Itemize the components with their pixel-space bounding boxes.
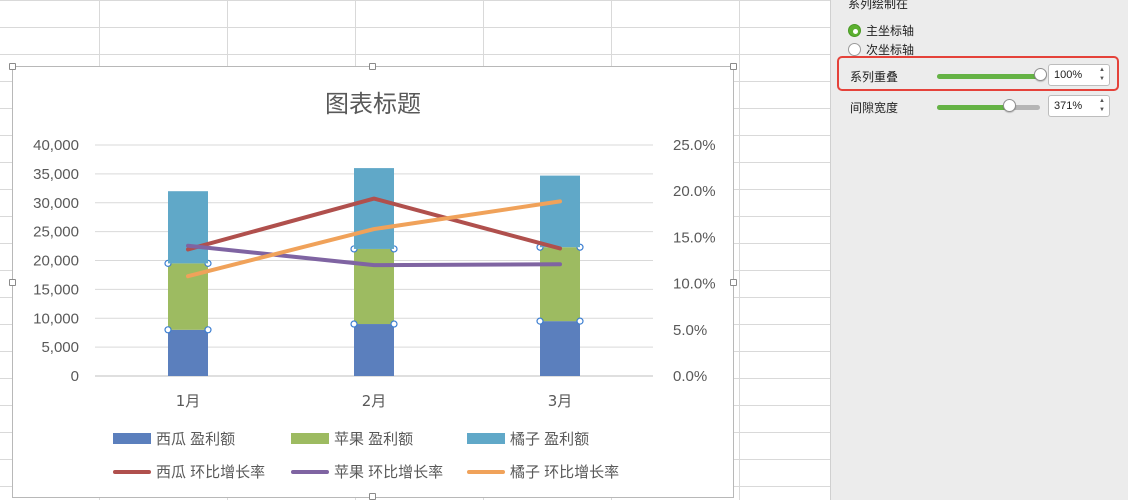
- secondary-axis-option[interactable]: 次坐标轴: [848, 41, 914, 58]
- x-tick-label: 1月: [176, 392, 201, 410]
- series-overlap-thumb[interactable]: [1034, 68, 1047, 81]
- bar-segment: [168, 329, 208, 376]
- bar-segment: [354, 248, 394, 325]
- y-right-tick-label: 5.0%: [673, 322, 707, 339]
- gap-width-thumb[interactable]: [1003, 99, 1017, 112]
- y-left-tick-label: 25,000: [33, 224, 79, 241]
- resize-handle-bottom-center[interactable]: [369, 493, 376, 500]
- resize-handle-top-center[interactable]: [369, 63, 376, 70]
- series-overlap-arrows[interactable]: ▲ ▼: [1097, 66, 1107, 84]
- bar-segment: [354, 168, 394, 249]
- bar-selection-handle: [164, 326, 172, 334]
- resize-handle-top-left[interactable]: [9, 63, 16, 70]
- y-right-tick-label: 15.0%: [673, 229, 716, 246]
- y-left-tick-label: 10,000: [33, 310, 79, 327]
- bar-segment: [540, 247, 580, 322]
- legend-label: 西瓜 环比增长率: [156, 464, 266, 481]
- stepper-down-icon[interactable]: ▼: [1099, 76, 1105, 82]
- legend-swatch: [467, 469, 505, 474]
- primary-axis-label: 主坐标轴: [866, 24, 915, 38]
- series-line: [186, 196, 562, 252]
- series-overlap-fill: [937, 74, 1040, 79]
- secondary-axis-radio[interactable]: [848, 43, 861, 56]
- x-tick-label: 3月: [548, 392, 573, 410]
- bar-selection-handle: [576, 317, 584, 325]
- y-left-tick-label: 20,000: [33, 253, 79, 270]
- chart-plot: 0 5,000 10,000 15,000 20,000 25,000 30,000 35,0…: [33, 137, 716, 410]
- x-tick-label: 2月: [362, 392, 387, 410]
- gap-width-arrows[interactable]: ▲ ▼: [1097, 97, 1107, 115]
- legend-entry[interactable]: 西瓜 盈利额: [113, 428, 235, 449]
- bar-selection-handle: [536, 317, 544, 325]
- gap-width-stepper[interactable]: 371% ▲ ▼: [1048, 95, 1110, 117]
- resize-handle-top-right[interactable]: [730, 63, 737, 70]
- legend-entry[interactable]: 橘子 盈利额: [467, 428, 589, 449]
- gap-width-row: 间隙宽度 371% ▲ ▼: [848, 94, 1118, 120]
- bar-segment: [354, 324, 394, 376]
- series-overlap-value[interactable]: 100%: [1054, 69, 1083, 81]
- y-left-tick-label: 30,000: [33, 195, 79, 212]
- y-left-tick-label: 0: [71, 368, 79, 385]
- legend-label: 苹果 环比增长率: [334, 464, 444, 481]
- legend-swatch: [113, 469, 151, 474]
- plot-series-on-heading: 系列绘制在: [848, 0, 909, 11]
- legend-entry[interactable]: 橘子 环比增长率: [467, 461, 619, 482]
- y-left-tick-label: 15,000: [33, 281, 79, 298]
- legend-swatch: [467, 433, 505, 444]
- resize-handle-middle-right[interactable]: [730, 279, 737, 286]
- gap-width-value[interactable]: 371%: [1054, 100, 1083, 112]
- stepper-up-icon[interactable]: ▲: [1099, 67, 1105, 73]
- series-line: [186, 199, 562, 279]
- legend-swatch: [113, 433, 151, 444]
- bar-segment: [540, 321, 580, 376]
- bar-selection-handle: [204, 326, 212, 334]
- legend-label: 橘子 环比增长率: [510, 464, 620, 481]
- primary-axis-option[interactable]: 主坐标轴: [848, 22, 914, 39]
- y-right-tick-label: 20.0%: [673, 183, 716, 200]
- gap-width-slider[interactable]: [937, 105, 1040, 110]
- overlap-highlight-box: [837, 56, 1119, 91]
- legend-label: 苹果 盈利额: [334, 431, 414, 448]
- resize-handle-middle-left[interactable]: [9, 279, 16, 286]
- gap-width-label: 间隙宽度: [850, 101, 899, 115]
- series-line: [186, 243, 562, 268]
- y-right-tick-label: 10.0%: [673, 276, 716, 293]
- primary-axis-radio[interactable]: [848, 24, 861, 37]
- bar-selection-handle: [350, 320, 358, 328]
- stepper-down-icon[interactable]: ▼: [1099, 107, 1105, 113]
- y-left-tick-label: 40,000: [33, 137, 79, 154]
- bar-segment: [168, 191, 208, 264]
- legend-label: 橘子 盈利额: [510, 431, 590, 448]
- stepper-up-icon[interactable]: ▲: [1099, 98, 1105, 104]
- legend-entry[interactable]: 苹果 环比增长率: [291, 461, 443, 482]
- legend-entry[interactable]: 苹果 盈利额: [291, 428, 413, 449]
- series-overlap-slider[interactable]: [937, 74, 1040, 79]
- y-left-tick-label: 35,000: [33, 166, 79, 183]
- legend-entry[interactable]: 西瓜 环比增长率: [113, 461, 265, 482]
- secondary-axis-label: 次坐标轴: [866, 43, 915, 57]
- y-left-tick-label: 5,000: [41, 339, 79, 356]
- chart-title[interactable]: 图表标题: [325, 91, 421, 118]
- y-right-tick-label: 25.0%: [673, 137, 716, 154]
- chart-area[interactable]: 图表标题 0 5,000 10,000 15,000 20,000 25,000 30,00…: [12, 66, 734, 498]
- bar-selection-handle: [390, 320, 398, 328]
- bar-segment: [540, 175, 580, 248]
- series-overlap-stepper[interactable]: 100% ▲ ▼: [1048, 64, 1110, 86]
- y-right-tick-label: 0.0%: [673, 368, 707, 385]
- series-overlap-row: 系列重叠 100% ▲ ▼: [848, 63, 1118, 89]
- legend-swatch: [291, 469, 329, 474]
- format-series-pane: 系列绘制在 主坐标轴 次坐标轴 系列重叠 100% ▲ ▼ 间隙宽度 371% ▲…: [830, 0, 1128, 500]
- legend-swatch: [291, 433, 329, 444]
- series-overlap-label: 系列重叠: [850, 70, 899, 84]
- legend-label: 西瓜 盈利额: [156, 431, 236, 448]
- gap-width-fill: [937, 105, 1010, 110]
